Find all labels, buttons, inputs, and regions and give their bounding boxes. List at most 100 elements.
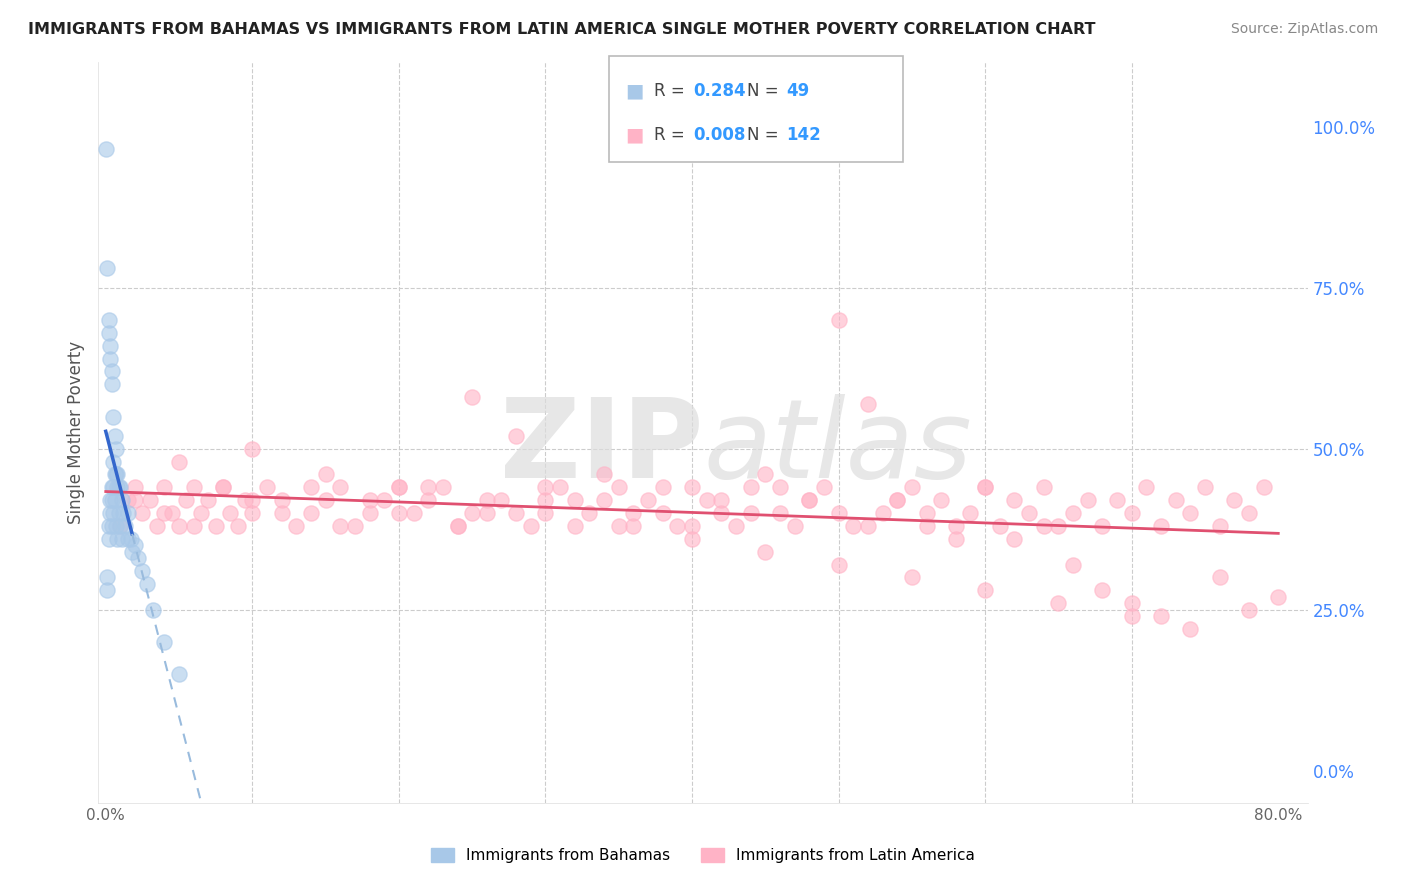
Point xyxy=(105,467,128,482)
Point xyxy=(534,506,557,520)
Point xyxy=(226,519,249,533)
Point xyxy=(1121,596,1143,610)
Text: ZIP: ZIP xyxy=(499,394,703,501)
Point xyxy=(100,364,122,378)
Point xyxy=(299,480,322,494)
Point xyxy=(988,519,1011,533)
Point xyxy=(402,506,425,520)
Point xyxy=(343,519,366,533)
Point xyxy=(315,467,337,482)
Point xyxy=(1047,519,1070,533)
Point xyxy=(315,493,337,508)
Point xyxy=(1135,480,1157,494)
Point xyxy=(120,532,142,546)
Point xyxy=(651,480,673,494)
Point xyxy=(103,493,125,508)
Point xyxy=(212,480,235,494)
Point xyxy=(98,351,121,366)
Point xyxy=(1105,493,1128,508)
Point xyxy=(121,545,143,559)
Point xyxy=(827,558,849,572)
Point xyxy=(593,467,616,482)
Point xyxy=(974,480,997,494)
Point xyxy=(153,506,176,520)
Text: atlas: atlas xyxy=(703,394,972,501)
Point xyxy=(176,493,198,508)
Point xyxy=(108,506,131,520)
Point xyxy=(1091,519,1114,533)
Point xyxy=(1121,506,1143,520)
Point xyxy=(901,480,924,494)
Point xyxy=(1150,609,1173,624)
Point xyxy=(100,480,122,494)
Point xyxy=(915,506,938,520)
Point xyxy=(111,493,134,508)
Point xyxy=(103,467,125,482)
Point xyxy=(204,519,226,533)
Point xyxy=(1267,590,1289,604)
Point xyxy=(285,519,308,533)
Point xyxy=(131,564,153,578)
Point xyxy=(945,532,967,546)
Point xyxy=(329,480,352,494)
Text: Source: ZipAtlas.com: Source: ZipAtlas.com xyxy=(1230,22,1378,37)
Point xyxy=(117,493,139,508)
Point xyxy=(783,519,806,533)
Point xyxy=(769,480,792,494)
Text: 0.284: 0.284 xyxy=(693,82,745,100)
Point xyxy=(740,506,762,520)
Point xyxy=(96,142,118,156)
Point xyxy=(108,480,131,494)
Point xyxy=(299,506,322,520)
Point xyxy=(135,577,157,591)
Point xyxy=(681,532,703,546)
Point xyxy=(446,519,468,533)
Point xyxy=(681,480,703,494)
Point xyxy=(1121,609,1143,624)
Point xyxy=(1253,480,1275,494)
Point xyxy=(799,493,821,508)
Point xyxy=(872,506,894,520)
Point xyxy=(359,493,381,508)
Point xyxy=(96,583,118,598)
Point xyxy=(212,480,235,494)
Point xyxy=(388,480,411,494)
Point xyxy=(564,493,586,508)
Point xyxy=(1077,493,1099,508)
Point xyxy=(578,506,600,520)
Point xyxy=(505,506,527,520)
Point xyxy=(799,493,821,508)
Point xyxy=(98,339,121,353)
Point xyxy=(637,493,659,508)
Point xyxy=(124,480,146,494)
Point xyxy=(138,493,160,508)
Point xyxy=(373,493,395,508)
Point xyxy=(710,506,733,520)
Point xyxy=(153,635,176,649)
Point xyxy=(621,519,644,533)
Point xyxy=(111,532,134,546)
Point xyxy=(101,454,124,468)
Point xyxy=(100,519,122,533)
Point xyxy=(827,313,849,327)
Point xyxy=(1208,570,1230,584)
Point xyxy=(548,480,571,494)
Point xyxy=(1004,532,1026,546)
Point xyxy=(856,397,879,411)
Point xyxy=(153,480,176,494)
Point xyxy=(167,454,190,468)
Point xyxy=(197,493,219,508)
Point xyxy=(240,493,263,508)
Point xyxy=(564,519,586,533)
Point xyxy=(856,519,879,533)
Point xyxy=(1237,506,1260,520)
Point xyxy=(621,506,644,520)
Point xyxy=(886,493,908,508)
Point xyxy=(117,532,139,546)
Text: R =: R = xyxy=(654,82,690,100)
Point xyxy=(1237,602,1260,616)
Point xyxy=(1223,493,1246,508)
Point xyxy=(929,493,952,508)
Point xyxy=(1194,480,1216,494)
Point xyxy=(696,493,718,508)
